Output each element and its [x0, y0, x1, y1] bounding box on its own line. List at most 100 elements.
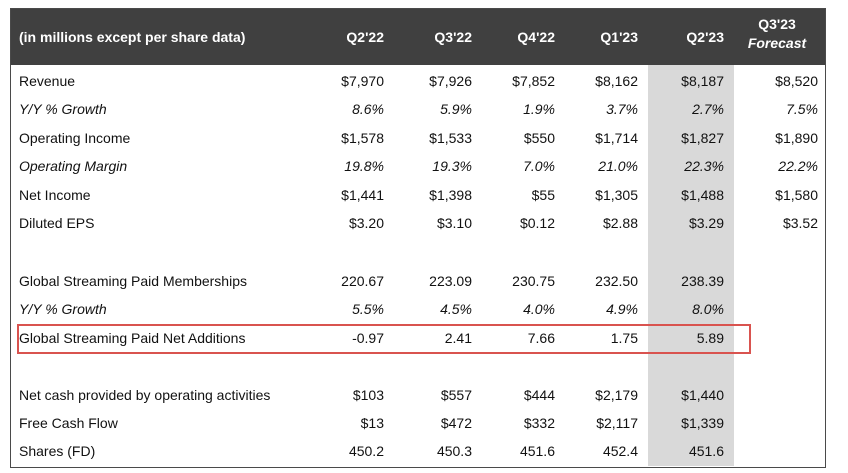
cell: 22.2%	[778, 158, 818, 174]
table-row-diluted-eps: Diluted EPS $3.20 $3.10 $0.12 $2.88 $3.2…	[11, 209, 825, 237]
cell: $7,970	[341, 73, 384, 89]
row-label: Global Streaming Paid Net Additions	[19, 330, 246, 346]
cell: $103	[352, 387, 384, 403]
table-row-memberships-growth: Y/Y % Growth 5.5% 4.5% 4.0% 4.9% 8.0%	[11, 295, 825, 323]
row-label: Net Income	[19, 187, 91, 203]
cell: 1.9%	[523, 101, 555, 117]
cell: $55	[531, 187, 555, 203]
cell: $332	[523, 415, 555, 431]
table-row-revenue: Revenue $7,970 $7,926 $7,852 $8,162 $8,1…	[11, 67, 825, 95]
cell: $7,926	[429, 73, 472, 89]
row-label: Net cash provided by operating activitie…	[19, 387, 271, 403]
cell: $1,398	[429, 187, 472, 203]
cell: $1,440	[681, 387, 724, 403]
cell: 450.2	[348, 443, 384, 459]
cell: $1,580	[775, 187, 818, 203]
cell: 2.41	[444, 330, 472, 346]
financial-table: (in millions except per share data) Q2'2…	[10, 8, 826, 468]
forecast-period: Q3'23	[758, 16, 796, 32]
row-label: Global Streaming Paid Memberships	[19, 273, 247, 289]
cell: $3.29	[688, 215, 724, 231]
cell: $1,714	[595, 130, 638, 146]
cell: 4.9%	[606, 301, 638, 317]
row-label: Shares (FD)	[19, 443, 96, 459]
cell: 2.7%	[692, 101, 724, 117]
row-label: Y/Y % Growth	[19, 301, 107, 317]
cell: $2,179	[595, 387, 638, 403]
forecast-label: Forecast	[747, 35, 807, 51]
cell: 452.4	[602, 443, 638, 459]
cell: $1,488	[681, 187, 724, 203]
cell: $7,852	[512, 73, 555, 89]
cell: 5.89	[696, 330, 724, 346]
cell: 4.0%	[523, 301, 555, 317]
cell: $472	[440, 415, 472, 431]
table-row-operating-margin: Operating Margin 19.8% 19.3% 7.0% 21.0% …	[11, 152, 825, 180]
cell: 3.7%	[606, 101, 638, 117]
cell: 5.9%	[440, 101, 472, 117]
cell: $8,520	[775, 73, 818, 89]
cell: 230.75	[512, 273, 555, 289]
cell: $1,305	[595, 187, 638, 203]
cell: $1,890	[775, 130, 818, 146]
cell: 220.67	[341, 273, 384, 289]
row-label: Operating Margin	[19, 158, 128, 174]
row-label: Free Cash Flow	[19, 415, 118, 431]
table-row-revenue-growth: Y/Y % Growth 8.6% 5.9% 1.9% 3.7% 2.7% 7.…	[11, 95, 825, 123]
cell: 7.0%	[523, 158, 555, 174]
column-header-q1-23: Q1'23	[600, 29, 638, 45]
cell: 5.5%	[352, 301, 384, 317]
cell: 223.09	[429, 273, 472, 289]
cell: 22.3%	[684, 158, 724, 174]
cell: 7.5%	[786, 101, 818, 117]
cell: $8,187	[681, 73, 724, 89]
cell: $2.88	[602, 215, 638, 231]
table-row-free-cash-flow: Free Cash Flow $13 $472 $332 $2,117 $1,3…	[11, 409, 825, 437]
cell: -0.97	[352, 330, 384, 346]
cell: $13	[360, 415, 384, 431]
cell: 451.6	[688, 443, 724, 459]
table-row-operating-income: Operating Income $1,578 $1,533 $550 $1,7…	[11, 124, 825, 152]
cell: 8.0%	[692, 301, 724, 317]
cell: $550	[523, 130, 555, 146]
table-row-paid-memberships: Global Streaming Paid Memberships 220.67…	[11, 267, 825, 295]
column-header-q3-22: Q3'22	[434, 29, 472, 45]
net-additions-highlight-box	[17, 324, 751, 354]
cell: $444	[523, 387, 555, 403]
cell: $3.20	[348, 215, 384, 231]
column-header-q4-22: Q4'22	[517, 29, 555, 45]
cell: $8,162	[595, 73, 638, 89]
cell: 1.75	[610, 330, 638, 346]
cell: $1,827	[681, 130, 724, 146]
current-quarter-column-shading	[648, 65, 734, 466]
cell: $3.10	[436, 215, 472, 231]
row-label: Diluted EPS	[19, 215, 95, 231]
table-title: (in millions except per share data)	[19, 29, 246, 45]
cell: 4.5%	[440, 301, 472, 317]
table-header: (in millions except per share data) Q2'2…	[11, 9, 825, 65]
cell: 232.50	[595, 273, 638, 289]
cell: $2,117	[596, 415, 638, 431]
cell: $1,339	[681, 415, 724, 431]
table-row-operating-cash: Net cash provided by operating activitie…	[11, 381, 825, 409]
table-row-net-income: Net Income $1,441 $1,398 $55 $1,305 $1,4…	[11, 181, 825, 209]
row-label: Y/Y % Growth	[19, 101, 107, 117]
cell: 238.39	[681, 273, 724, 289]
cell: $1,441	[341, 187, 384, 203]
row-label: Operating Income	[19, 130, 131, 146]
cell: 19.8%	[344, 158, 384, 174]
cell: 451.6	[519, 443, 555, 459]
table-row-paid-net-additions: Global Streaming Paid Net Additions -0.9…	[11, 324, 825, 352]
row-label: Revenue	[19, 73, 76, 89]
cell: $3.52	[782, 215, 818, 231]
cell: 8.6%	[352, 101, 384, 117]
cell: $1,533	[429, 130, 472, 146]
cell: 450.3	[436, 443, 472, 459]
cell: 19.3%	[432, 158, 472, 174]
table-row-shares: Shares (FD) 450.2 450.3 451.6 452.4 451.…	[11, 437, 825, 465]
column-header-q2-22: Q2'22	[346, 29, 384, 45]
column-header-q2-23: Q2'23	[686, 29, 724, 45]
cell: $0.12	[519, 215, 555, 231]
cell: $557	[440, 387, 472, 403]
column-header-forecast: Q3'23 Forecast	[737, 15, 817, 53]
